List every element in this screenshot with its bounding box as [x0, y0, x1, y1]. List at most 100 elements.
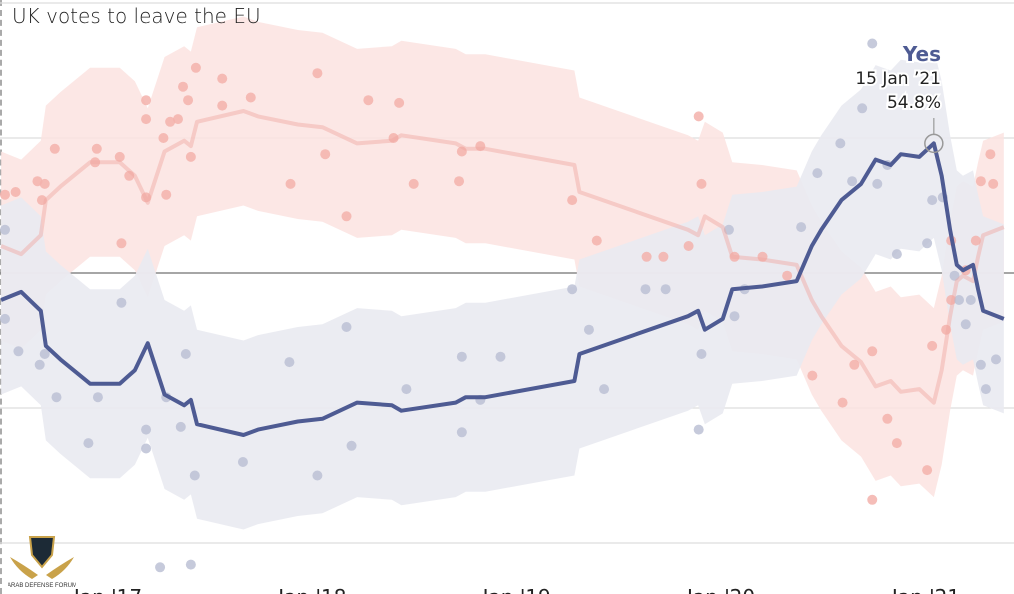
no-poll-dot	[757, 251, 768, 262]
no-poll-dot	[985, 149, 996, 160]
yes-poll-dot	[835, 138, 846, 149]
no-poll-dot	[658, 251, 669, 262]
no-poll-dot	[729, 251, 740, 262]
chart-title: UK votes to leave the EU	[12, 4, 261, 28]
no-poll-dot	[456, 146, 467, 157]
no-poll-dot	[408, 178, 419, 189]
yes-poll-dot	[116, 297, 127, 308]
x-tick-label: Jan '19	[481, 585, 551, 594]
no-poll-dot	[39, 178, 50, 189]
no-poll-dot	[641, 251, 652, 262]
yes-poll-dot	[155, 562, 166, 573]
yes-poll-dot	[891, 249, 902, 260]
no-poll-dot	[970, 235, 981, 246]
yes-poll-dot	[729, 311, 740, 322]
yes-poll-dot	[92, 392, 103, 403]
yes-poll-dot	[583, 324, 594, 335]
annotation-value: 54.8%	[887, 93, 941, 113]
yes-poll-dot	[34, 359, 45, 370]
annotation-date: 15 Jan ’21	[855, 69, 941, 89]
no-poll-dot	[165, 116, 176, 127]
no-poll-dot	[114, 151, 125, 162]
no-poll-dot	[454, 176, 465, 187]
svg-text:ARAB DEFENSE FORUM: ARAB DEFENSE FORUM	[8, 583, 76, 589]
yes-band	[1, 48, 1004, 530]
no-poll-dot	[312, 68, 323, 79]
no-poll-dot	[178, 81, 189, 92]
yes-poll-dot	[341, 322, 352, 332]
yes-poll-dot	[867, 38, 878, 49]
x-tick-label: Jan '20	[685, 585, 755, 594]
yes-poll-dot	[990, 354, 1001, 365]
yes-poll-dot	[456, 351, 467, 362]
yes-poll-dot	[0, 224, 10, 235]
yes-poll-dot	[141, 443, 152, 454]
yes-poll-dot	[980, 384, 991, 395]
no-poll-dot	[217, 100, 228, 111]
x-axis: Jan '17 Jan '18 Jan '19 Jan '20 Jan '21	[72, 585, 960, 594]
no-poll-dot	[185, 151, 196, 162]
yes-poll-dot	[599, 384, 610, 395]
yes-poll-dot	[189, 470, 200, 481]
yes-poll-dot	[175, 421, 186, 432]
yes-poll-dot	[346, 440, 357, 451]
annotation-series-label: Yes	[902, 42, 941, 66]
yes-poll-dot	[13, 346, 24, 357]
no-poll-dot	[891, 438, 902, 449]
no-poll-dot	[475, 141, 486, 152]
no-poll-dot	[837, 397, 848, 408]
no-poll-dot	[141, 95, 152, 106]
no-poll-dot	[183, 95, 194, 106]
no-poll-dot	[388, 133, 399, 143]
no-poll-dot	[141, 114, 152, 125]
x-tick-label: Jan '18	[276, 585, 346, 594]
yes-poll-dot	[284, 357, 295, 368]
yes-poll-dot	[141, 424, 152, 435]
no-poll-dot	[696, 178, 707, 189]
yes-poll-dot	[456, 427, 467, 438]
no-poll-dot	[849, 359, 860, 370]
no-poll-dot	[161, 189, 172, 200]
no-poll-dot	[693, 111, 704, 122]
yes-poll-dot	[51, 392, 62, 403]
no-poll-dot	[867, 346, 878, 357]
yes-poll-dot	[960, 319, 971, 330]
no-poll-dot	[36, 195, 47, 206]
no-poll-dot	[567, 195, 578, 206]
yes-poll-dot	[922, 238, 933, 249]
yes-poll-dot	[185, 559, 196, 570]
trend-lines	[0, 109, 1005, 437]
no-poll-dot	[285, 178, 296, 189]
no-poll-dot	[90, 157, 101, 168]
yes-poll-dot	[567, 284, 578, 295]
yes-poll-dot	[660, 284, 671, 295]
yes-poll-dot	[312, 470, 323, 481]
annotation-marker	[924, 133, 944, 154]
confidence-bands	[1, 16, 1004, 530]
yes-poll-dot	[180, 349, 191, 359]
no-poll-dot	[988, 178, 999, 189]
yes-line	[0, 141, 1005, 437]
no-poll-dot	[245, 92, 256, 103]
yes-poll-dot	[495, 351, 506, 362]
no-poll-dot	[591, 235, 602, 246]
watermark-logo: ARAB DEFENSE FORUM	[8, 536, 76, 589]
yes-poll-dot	[965, 295, 976, 305]
no-band	[1, 16, 1004, 498]
poll-dots	[0, 38, 1001, 573]
no-poll-dot	[341, 211, 352, 222]
peak-annotation: Yes 15 Jan ’21 54.8%	[853, 40, 944, 154]
yes-poll-dot	[954, 295, 965, 305]
no-poll-dot	[10, 187, 21, 197]
yes-poll-dot	[401, 384, 412, 395]
no-poll-dot	[683, 241, 694, 251]
yes-poll-dot	[237, 457, 248, 467]
no-poll-dot	[807, 370, 818, 381]
no-poll-dot	[782, 270, 793, 281]
no-poll-dot	[394, 97, 405, 108]
yes-poll-dot	[927, 195, 938, 206]
no-poll-dot	[946, 295, 957, 305]
no-poll-dot	[190, 62, 201, 73]
yes-poll-dot	[975, 359, 986, 370]
